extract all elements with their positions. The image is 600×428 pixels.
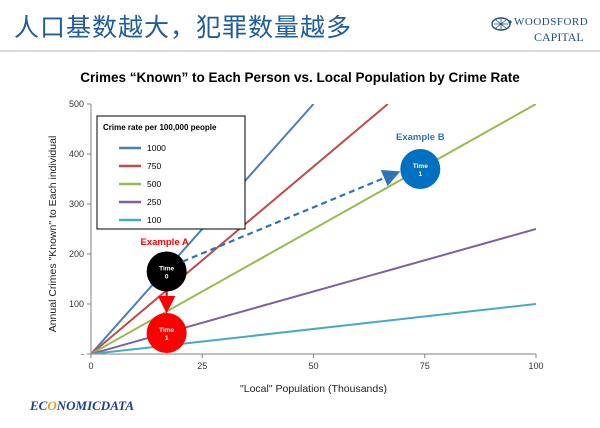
- annotation-circle-time1_a: [146, 313, 187, 353]
- legend-label-1000: 1000: [147, 143, 166, 153]
- x-tick-label: 25: [197, 361, 207, 371]
- legend-title: Crime rate per 100,000 people: [103, 123, 217, 132]
- y-tick-label: 300: [69, 199, 84, 209]
- legend-label-750: 750: [147, 161, 161, 171]
- x-tick-label: 100: [528, 361, 543, 371]
- x-tick-label: 0: [88, 361, 93, 371]
- y-tick-label: 500: [69, 99, 84, 109]
- chart-title: Crimes “Known” to Each Person vs. Local …: [80, 70, 520, 85]
- y-tick-label: -: [81, 349, 84, 359]
- annotation-circle-value-time0: 0: [165, 274, 169, 281]
- slide-title: 人口基数越大，犯罪数量越多: [14, 13, 353, 42]
- annotation-circle-label-time1_a: Time: [159, 327, 174, 334]
- y-tick-label: 100: [69, 299, 84, 309]
- y-tick-label: 200: [69, 249, 84, 259]
- x-axis-title: "Local" Population (Thousands): [240, 383, 387, 395]
- annotation-circle-time0: [146, 251, 187, 292]
- logo-line1: WOODSFORD: [514, 16, 589, 28]
- annotation-circle-value-time1_a: 1: [165, 335, 169, 342]
- annotation-circle-label-time1_b: Time: [413, 163, 428, 170]
- y-axis-title: Annual Crimes "Known" to Each individual: [47, 136, 59, 333]
- annotation-circle-label-time0: Time: [159, 266, 174, 273]
- brand-text-post: NOMICDATA: [56, 398, 135, 413]
- logo-line2: CAPITAL: [534, 30, 584, 44]
- header-divider: [0, 50, 600, 52]
- x-tick-label: 50: [308, 361, 318, 371]
- tortoise-icon: [491, 17, 512, 31]
- footer-brand-logo: ECONOMICDATA: [30, 398, 134, 414]
- x-tick-label: 75: [420, 361, 430, 371]
- legend-label-500: 500: [147, 179, 161, 189]
- annotation-circle-value-time1_b: 1: [418, 171, 422, 178]
- legend-box: [96, 115, 246, 230]
- brand-text-accent: O: [47, 398, 57, 413]
- y-tick-label: 400: [69, 149, 84, 159]
- brand-text-pre: EC: [30, 398, 48, 413]
- example-b-label: Example B: [396, 132, 445, 143]
- legend-label-100: 100: [147, 215, 161, 225]
- company-logo: WOODSFORD CAPITAL: [490, 10, 588, 50]
- legend-label-250: 250: [147, 197, 161, 207]
- example-a-label: Example A: [141, 237, 189, 248]
- arrow-time0-to-example-b: [182, 169, 401, 263]
- annotation-circle-time1_b: [400, 149, 441, 189]
